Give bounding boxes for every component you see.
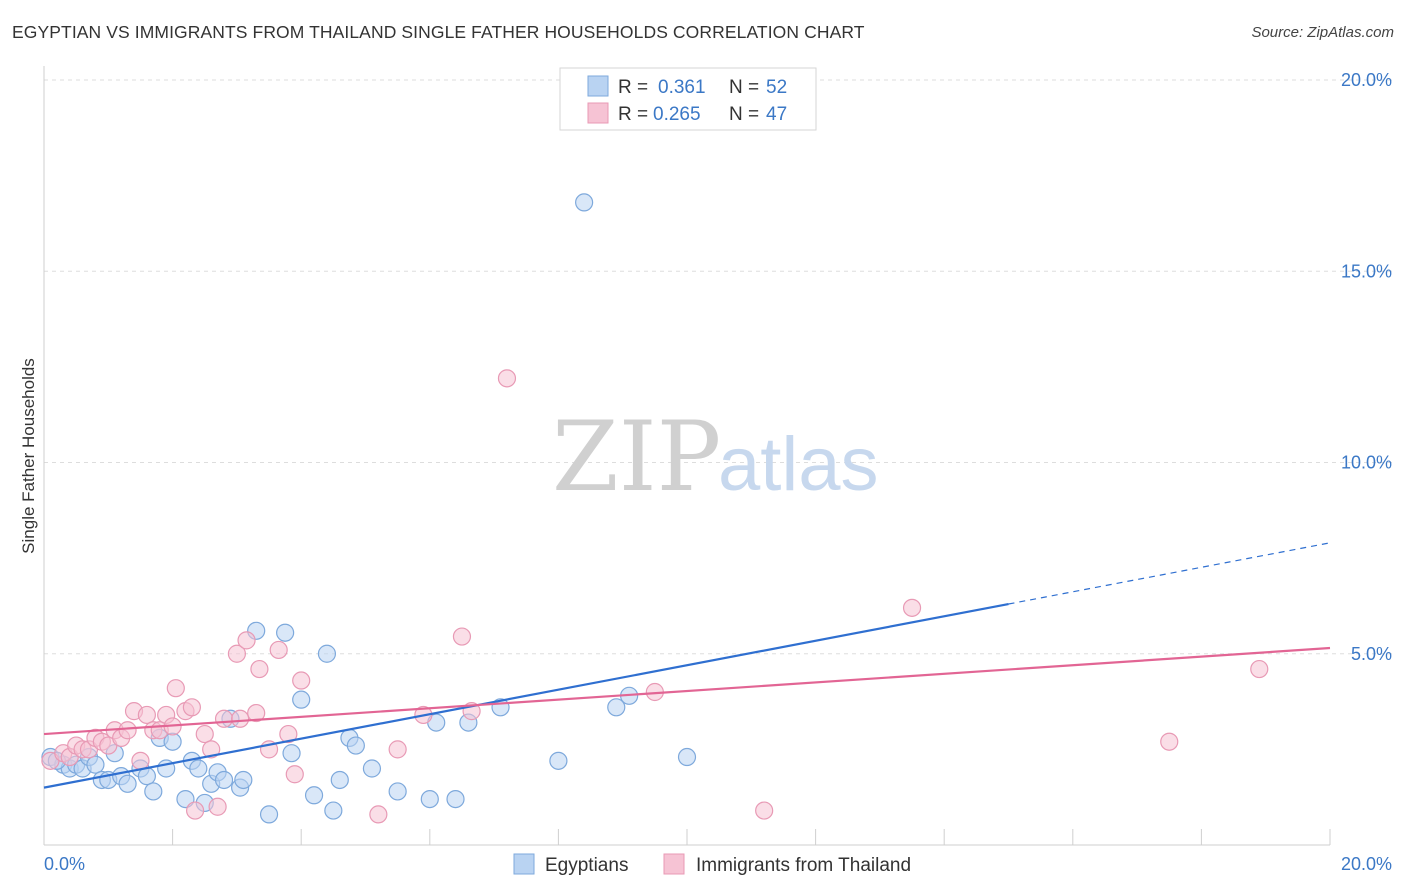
point-egyptians-36 (330, 770, 349, 790)
point-egyptians-46 (549, 751, 568, 770)
legend-n-value-2: 47 (766, 104, 787, 125)
point-thailand-29 (237, 631, 256, 650)
legend-n-label-2: N = (729, 104, 759, 125)
point-thailand-19 (166, 679, 185, 698)
source-label: Source: ZipAtlas.com (1251, 24, 1394, 41)
point-egyptians-14 (144, 782, 163, 801)
point-egyptians-32 (292, 690, 311, 709)
bottom-legend-egyptians: Egyptians (545, 855, 628, 876)
point-thailand-22 (186, 801, 205, 820)
trend-egyptians-extension (1008, 542, 1331, 605)
data-points (41, 193, 1269, 824)
legend-r-label-2: R = (618, 104, 648, 125)
point-egyptians-40 (388, 782, 407, 801)
x-tick-max: 20.0% (1341, 854, 1392, 874)
legend-n-label-1: N = (729, 77, 759, 98)
point-egyptians-50 (677, 747, 697, 767)
axes (43, 66, 1331, 846)
point-thailand-26 (214, 709, 234, 728)
point-egyptians-20 (189, 759, 208, 778)
point-thailand-31 (250, 659, 269, 679)
legend-swatch-egyptians (587, 75, 609, 97)
trend-lines (43, 542, 1331, 789)
point-thailand-14 (137, 705, 156, 725)
point-egyptians-41 (420, 789, 439, 809)
point-thailand-38 (388, 740, 407, 759)
point-egyptians-43 (446, 789, 465, 809)
point-thailand-25 (208, 797, 227, 816)
point-egyptians-39 (362, 759, 382, 778)
point-egyptians-33 (304, 786, 324, 805)
point-egyptians-30 (276, 623, 295, 642)
legend-r-value-1: 0.361 (658, 77, 706, 98)
point-egyptians-24 (214, 770, 234, 790)
bottom-legend-thailand: Immigrants from Thailand (696, 855, 911, 876)
point-thailand-46 (1160, 732, 1179, 751)
watermark-zip: ZIP (552, 401, 721, 513)
y-axis-label: Single Father Households (19, 358, 38, 554)
point-thailand-30 (247, 703, 266, 723)
point-thailand-40 (452, 627, 472, 646)
point-thailand-23 (195, 724, 214, 744)
legend-r-label-1: R = (618, 77, 648, 98)
point-thailand-36 (292, 671, 311, 690)
y-tick-1: 10.0% (1341, 453, 1392, 473)
trend-thailand (43, 646, 1331, 736)
point-egyptians-31 (282, 744, 301, 763)
point-egyptians-48 (607, 698, 626, 717)
point-thailand-13 (131, 751, 150, 770)
point-thailand-28 (231, 709, 250, 728)
legend-swatch-thailand (587, 102, 609, 124)
point-thailand-42 (497, 369, 517, 388)
y-tick-2: 15.0% (1341, 261, 1392, 281)
point-egyptians-6 (86, 755, 105, 774)
point-thailand-27 (227, 644, 246, 663)
point-egyptians-34 (317, 644, 337, 663)
point-thailand-11 (118, 721, 137, 740)
stats-legend: R = 0.361 N = 52 R = 0.265 N = 47 (559, 67, 817, 131)
chart-title: EGYPTIAN VS IMMIGRANTS FROM THAILAND SIN… (12, 22, 865, 42)
y-tick-3: 20.0% (1341, 70, 1392, 90)
watermark: ZIP atlas (552, 401, 879, 513)
point-egyptians-11 (118, 774, 137, 793)
point-thailand-24 (202, 740, 221, 759)
bottom-swatch-thailand (663, 853, 685, 875)
point-thailand-44 (755, 801, 774, 820)
point-thailand-33 (269, 640, 288, 660)
point-egyptians-29 (259, 805, 279, 824)
point-egyptians-47 (575, 193, 594, 212)
watermark-atlas: atlas (718, 422, 879, 507)
bottom-swatch-egyptians (513, 853, 535, 875)
series-1-points (41, 369, 1269, 824)
point-thailand-45 (902, 598, 922, 617)
series-legend: Egyptians Immigrants from Thailand (513, 853, 911, 876)
legend-n-value-1: 52 (766, 77, 787, 98)
trend-egyptians (43, 602, 1009, 789)
point-egyptians-27 (234, 770, 253, 790)
point-thailand-47 (1250, 659, 1269, 679)
point-egyptians-35 (324, 801, 343, 820)
point-thailand-34 (279, 724, 298, 744)
y-tick-0: 5.0% (1351, 644, 1392, 664)
y-tick-labels: 5.0% 10.0% 15.0% 20.0% (1341, 70, 1392, 664)
point-egyptians-38 (346, 736, 365, 755)
legend-r-value-2: 0.265 (653, 104, 701, 125)
point-thailand-37 (369, 805, 388, 824)
point-thailand-35 (285, 765, 304, 784)
point-thailand-21 (182, 698, 201, 717)
x-tick-min: 0.0% (44, 854, 85, 874)
grid (44, 79, 1392, 655)
